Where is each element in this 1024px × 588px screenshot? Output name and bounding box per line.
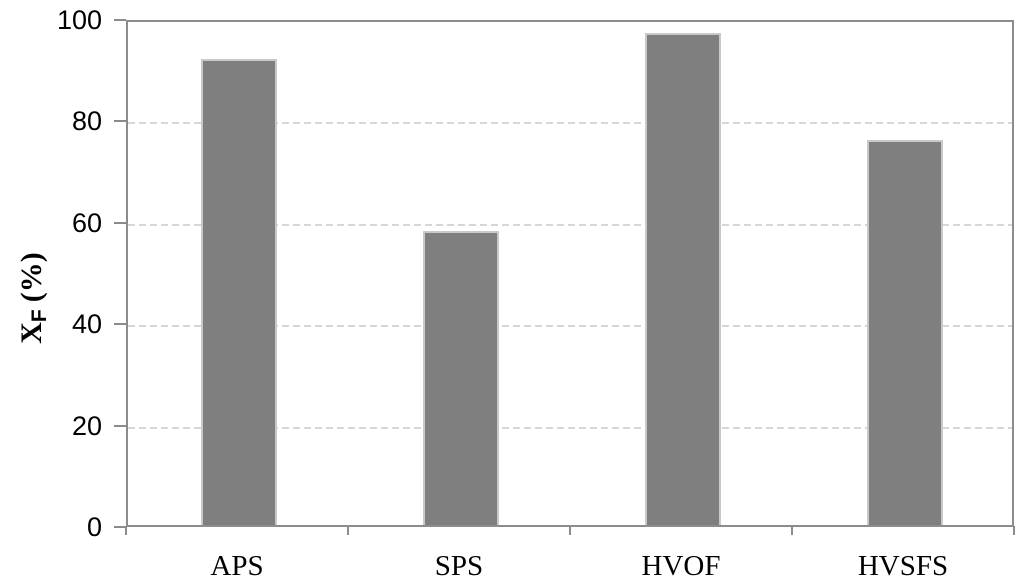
bar-hvof bbox=[645, 33, 721, 525]
x-tick-mark-3 bbox=[791, 526, 793, 535]
gridline-40 bbox=[128, 325, 1012, 328]
y-tick-mark-0 bbox=[114, 526, 126, 528]
x-axis-label-aps: APS bbox=[210, 550, 264, 582]
x-tick-mark-2 bbox=[569, 526, 571, 535]
x-axis-label-hvof: HVOF bbox=[641, 550, 721, 582]
y-tick-mark-80 bbox=[114, 120, 126, 123]
bar-aps bbox=[201, 58, 277, 525]
y-tick-label-40: 40 bbox=[71, 309, 102, 340]
plot-area bbox=[126, 20, 1014, 527]
y-tick-label-0: 0 bbox=[86, 512, 102, 542]
x-tick-mark-4 bbox=[1013, 526, 1015, 535]
gridline-20 bbox=[128, 426, 1012, 429]
bar-hvsfs bbox=[867, 139, 943, 525]
y-tick-label-80: 80 bbox=[71, 106, 102, 137]
y-tick-mark-100 bbox=[114, 19, 126, 21]
x-tick-mark-1 bbox=[347, 526, 349, 535]
y-tick-label-60: 60 bbox=[71, 207, 102, 238]
y-tick-label-20: 20 bbox=[71, 410, 102, 441]
x-axis-label-hvsfs: HVSFS bbox=[857, 550, 949, 582]
gridline-60 bbox=[128, 223, 1012, 226]
y-tick-label-100: 100 bbox=[56, 5, 102, 35]
x-axis-label-sps: SPS bbox=[434, 550, 484, 582]
bar-sps bbox=[423, 230, 499, 525]
y-tick-mark-40 bbox=[114, 323, 126, 326]
y-axis-title-suffix: (%) bbox=[15, 252, 48, 303]
gridline-80 bbox=[128, 122, 1012, 125]
y-tick-mark-20 bbox=[114, 424, 126, 427]
x-tick-mark-0 bbox=[125, 526, 127, 535]
y-tick-mark-60 bbox=[114, 221, 126, 224]
